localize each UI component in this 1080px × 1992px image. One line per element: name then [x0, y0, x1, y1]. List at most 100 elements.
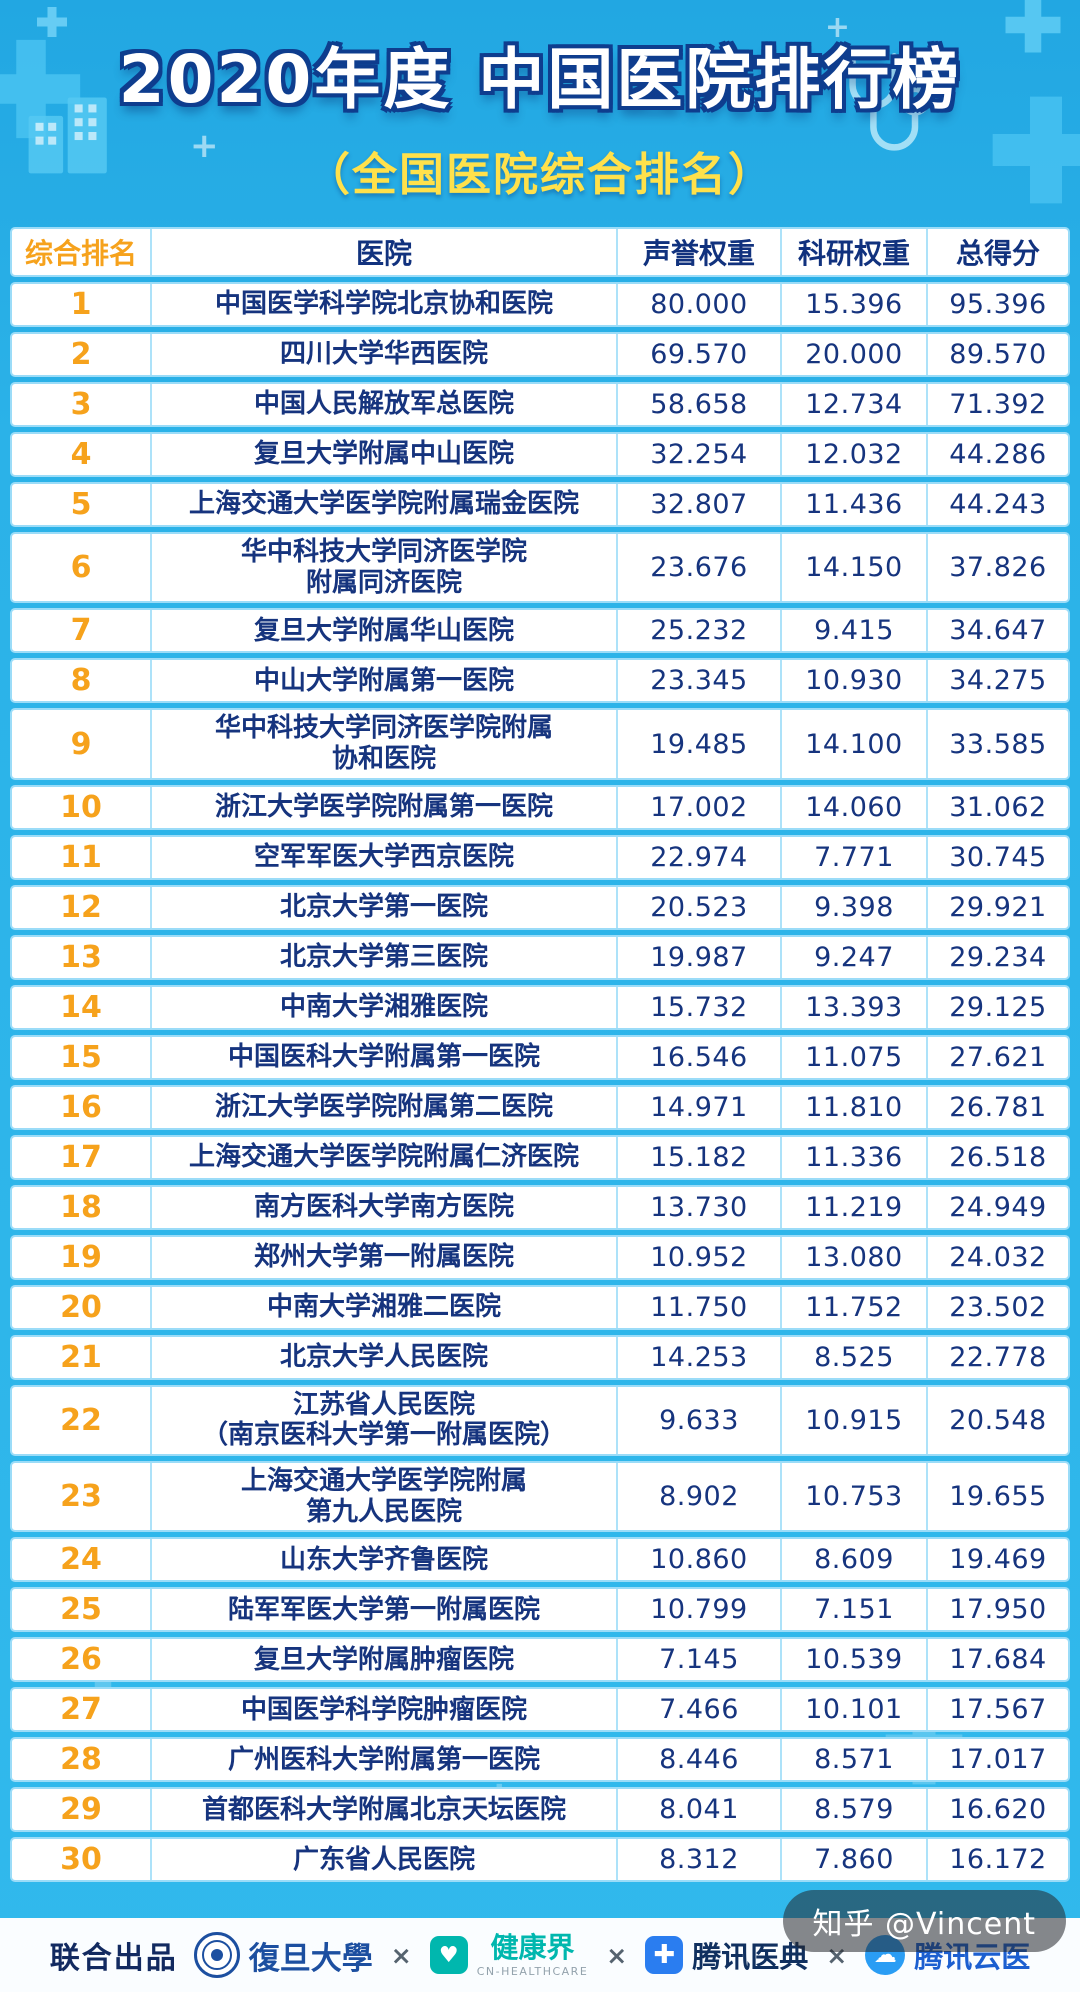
- hospital-name-cell: 中国医学科学院肿瘤医院: [150, 1689, 616, 1731]
- reputation-weight-cell: 10.860: [616, 1539, 780, 1581]
- fudan-name: 復旦大學: [248, 1940, 373, 1977]
- hospital-name-cell: 江苏省人民医院 （南京医科大学第一附属医院）: [150, 1386, 616, 1455]
- research-weight-cell: 15.396: [780, 284, 926, 325]
- rank-cell: 15: [60, 1039, 102, 1075]
- table-row: 4 复旦大学附属中山医院 32.254 12.032 44.286: [10, 432, 1070, 477]
- reputation-weight-cell: 8.041: [616, 1789, 780, 1831]
- rank-cell: 22: [60, 1402, 102, 1438]
- table-row: 6 华中科技大学同济医学院 附属同济医院 23.676 14.150 37.826: [10, 532, 1070, 604]
- table-row: 28 广州医科大学附属第一医院 8.446 8.571 17.017: [10, 1737, 1070, 1783]
- research-weight-cell: 11.810: [780, 1086, 926, 1128]
- research-weight-cell: 11.436: [780, 484, 926, 525]
- rank-cell: 1: [70, 287, 92, 322]
- research-weight-cell: 10.539: [780, 1639, 926, 1681]
- hospital-name-cell: 广州医科大学附属第一医院: [150, 1739, 616, 1781]
- research-weight-cell: 9.398: [780, 886, 926, 928]
- rank-cell: 5: [70, 487, 92, 522]
- hospital-name-cell: 北京大学人民医院: [150, 1336, 616, 1378]
- rank-cell: 24: [60, 1542, 102, 1578]
- reputation-weight-cell: 7.466: [616, 1689, 780, 1731]
- total-score-cell: 16.172: [926, 1839, 1068, 1881]
- table-row: 2 四川大学华西医院 69.570 20.000 89.570: [10, 332, 1070, 377]
- total-score-cell: 22.778: [926, 1336, 1068, 1378]
- column-header-rank: 综合排名: [24, 237, 137, 270]
- hospital-name-cell: 北京大学第一医院: [150, 886, 616, 928]
- hospital-name-cell: 中国医科大学附属第一医院: [150, 1036, 616, 1078]
- research-weight-cell: 14.060: [780, 786, 926, 828]
- reputation-weight-cell: 69.570: [616, 334, 780, 375]
- table-row: 1 中国医学科学院北京协和医院 80.000 15.396 95.396: [10, 282, 1070, 327]
- co-production-label: 联合出品: [49, 1941, 178, 1976]
- table-row: 21 北京大学人民医院 14.253 8.525 22.778: [10, 1334, 1070, 1380]
- research-weight-cell: 12.734: [780, 384, 926, 425]
- rank-cell: 2: [70, 337, 92, 372]
- hospital-name-cell: 空军军医大学西京医院: [150, 836, 616, 878]
- cn-healthcare-name: 健康界: [490, 1930, 575, 1964]
- column-header-hospital: 医院: [150, 229, 616, 275]
- rank-cell: 23: [60, 1479, 102, 1515]
- research-weight-cell: 13.393: [780, 986, 926, 1028]
- hospital-name-cell: 山东大学齐鲁医院: [150, 1539, 616, 1581]
- rank-cell: 25: [60, 1592, 102, 1628]
- total-score-cell: 19.655: [926, 1463, 1068, 1531]
- research-weight-cell: 10.930: [780, 660, 926, 702]
- hospital-name-cell: 浙江大学医学院附属第一医院: [150, 786, 616, 828]
- reputation-weight-cell: 8.446: [616, 1739, 780, 1781]
- table-row: 24 山东大学齐鲁医院 10.860 8.609 19.469: [10, 1537, 1070, 1583]
- hospital-name-cell: 广东省人民医院: [150, 1839, 616, 1881]
- hospital-name-cell: 中国人民解放军总医院: [150, 384, 616, 425]
- table-row: 30 广东省人民医院 8.312 7.860 16.172: [10, 1837, 1070, 1883]
- research-weight-cell: 13.080: [780, 1236, 926, 1278]
- medical-cross-icon: ✚: [645, 1936, 684, 1974]
- hospital-name-cell: 华中科技大学同济医学院附属 协和医院: [150, 710, 616, 778]
- reputation-weight-cell: 11.750: [616, 1286, 780, 1328]
- column-header-total-score: 总得分: [926, 229, 1068, 275]
- research-weight-cell: 11.752: [780, 1286, 926, 1328]
- tencent-medical-dictionary-name: 腾讯医典: [692, 1940, 809, 1974]
- hospital-name-cell: 复旦大学附属中山医院: [150, 434, 616, 475]
- rank-cell: 10: [60, 789, 102, 825]
- reputation-weight-cell: 32.254: [616, 434, 780, 475]
- hospital-name-cell: 南方医科大学南方医院: [150, 1186, 616, 1228]
- reputation-weight-cell: 14.971: [616, 1086, 780, 1128]
- hospital-name-cell: 中南大学湘雅医院: [150, 986, 616, 1028]
- reputation-weight-cell: 20.523: [616, 886, 780, 928]
- total-score-cell: 31.062: [926, 786, 1068, 828]
- reputation-weight-cell: 32.807: [616, 484, 780, 525]
- table-row: 13 北京大学第三医院 19.987 9.247 29.234: [10, 934, 1070, 980]
- hospital-name-cell: 复旦大学附属华山医院: [150, 610, 616, 652]
- reputation-weight-cell: 9.633: [616, 1386, 780, 1455]
- research-weight-cell: 11.075: [780, 1036, 926, 1078]
- page-title: 2020年度 中国医院排行榜: [118, 41, 962, 118]
- rank-cell: 12: [60, 889, 102, 925]
- reputation-weight-cell: 80.000: [616, 284, 780, 325]
- research-weight-cell: 14.150: [780, 534, 926, 602]
- hospital-name-cell: 北京大学第三医院: [150, 936, 616, 978]
- total-score-cell: 16.620: [926, 1789, 1068, 1831]
- table-row: 8 中山大学附属第一医院 23.345 10.930 34.275: [10, 658, 1070, 704]
- research-weight-cell: 8.571: [780, 1739, 926, 1781]
- rank-cell: 7: [70, 613, 92, 649]
- total-score-cell: 20.548: [926, 1386, 1068, 1455]
- table-row: 27 中国医学科学院肿瘤医院 7.466 10.101 17.567: [10, 1687, 1070, 1733]
- table-row: 19 郑州大学第一附属医院 10.952 13.080 24.032: [10, 1234, 1070, 1280]
- rank-cell: 3: [70, 387, 92, 422]
- column-header-research-weight: 科研权重: [780, 229, 926, 275]
- rank-cell: 6: [70, 550, 92, 586]
- rank-cell: 19: [60, 1239, 102, 1275]
- hospital-name-cell: 中国医学科学院北京协和医院: [150, 284, 616, 325]
- rank-cell: 8: [70, 663, 92, 699]
- table-body: 1 中国医学科学院北京协和医院 80.000 15.396 95.396 2 四川大学华西医…: [10, 282, 1070, 1883]
- fudan-seal-icon: [193, 1932, 240, 1978]
- reputation-weight-cell: 17.002: [616, 786, 780, 828]
- reputation-weight-cell: 23.345: [616, 660, 780, 702]
- research-weight-cell: 8.609: [780, 1539, 926, 1581]
- rank-cell: 27: [60, 1692, 102, 1728]
- total-score-cell: 29.125: [926, 986, 1068, 1028]
- total-score-cell: 34.275: [926, 660, 1068, 702]
- reputation-weight-cell: 22.974: [616, 836, 780, 878]
- total-score-cell: 26.518: [926, 1136, 1068, 1178]
- total-score-cell: 23.502: [926, 1286, 1068, 1328]
- reputation-weight-cell: 8.902: [616, 1463, 780, 1531]
- rank-cell: 28: [60, 1742, 102, 1778]
